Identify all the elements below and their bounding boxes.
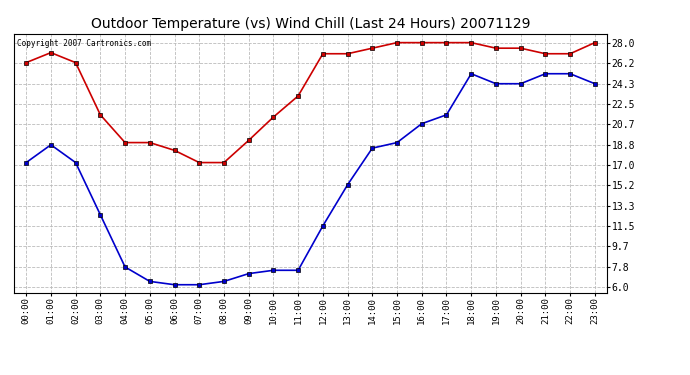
Text: Copyright 2007 Cartronics.com: Copyright 2007 Cartronics.com [17,39,151,48]
Title: Outdoor Temperature (vs) Wind Chill (Last 24 Hours) 20071129: Outdoor Temperature (vs) Wind Chill (Las… [91,17,530,31]
